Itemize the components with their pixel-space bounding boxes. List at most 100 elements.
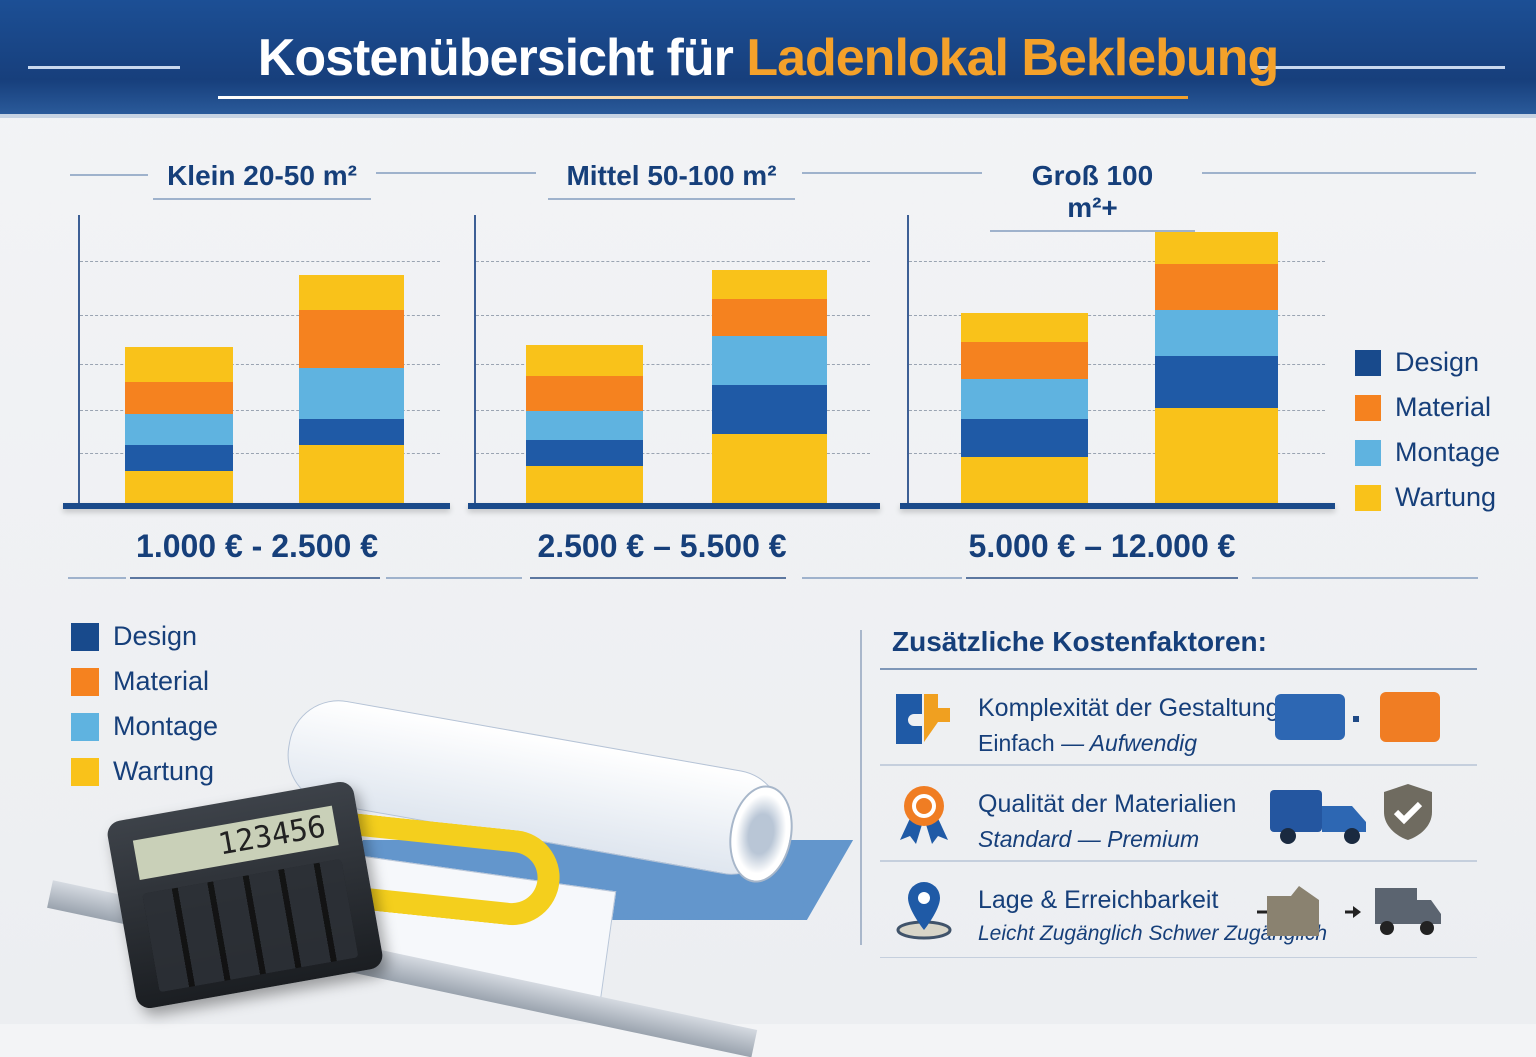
factor-title: Qualität der Materialien [978,790,1237,818]
gridline [80,315,440,316]
legend-item-material: Material [71,659,218,704]
tools-illustration: 123456 [40,692,854,1057]
gridline [909,453,1325,454]
calculator-icon: 123456 [105,779,385,1011]
cost-factors-panel: Zusätzliche Kostenfaktoren: Komplexität … [880,620,1477,958]
y-axis [78,215,80,503]
divider [802,577,962,579]
swatch [1355,349,1381,376]
y-axis [907,215,909,503]
gridline [909,261,1325,262]
scale-from: Standard [978,826,1072,852]
divider [860,630,862,945]
gridline [80,453,440,454]
legend-item-wartung: Wartung [1355,475,1500,520]
swatch [1355,484,1381,511]
swatch [71,757,99,786]
gridline [476,261,870,262]
swatch [71,622,99,651]
x-axis-baseline [63,503,450,509]
scale-to: Premium [1107,826,1200,852]
puzzle-orange-icon [1380,692,1440,742]
award-ribbon-icon [900,786,948,844]
factor-row-quality: Qualität der Materialien Standard — Prem… [880,766,1477,862]
y-axis [474,215,476,503]
bar-segment-wartung [1155,407,1278,503]
puzzle-icon [896,694,950,744]
title-main: Kostenübersicht für [257,29,734,87]
gridline [476,410,870,411]
bar-segment-material [299,310,404,368]
panel-title-mittel: Mittel 50-100 m² [548,160,795,200]
bar-segment-material [712,298,827,336]
factors-title: Zusätzliche Kostenfaktoren: [880,620,1477,670]
divider [130,577,380,579]
bar-segment-wartung [526,344,643,377]
bar-segment-montage [712,335,827,385]
divider [802,172,982,174]
x-axis-baseline [900,503,1335,509]
page-title: Kostenübersicht für Ladenlokal Beklebung [0,28,1536,88]
gridline [476,453,870,454]
swatch [71,667,99,696]
building-to-truck-icon [1257,886,1441,936]
bar-segment-montage [125,413,233,446]
gridline [909,364,1325,365]
bar-segment-design [961,419,1088,457]
bar-segment-wartung [961,312,1088,342]
bar-segment-wartung [1155,232,1278,264]
legend-label: Design [1395,347,1480,377]
bar-segment-montage [526,410,643,440]
gridline [80,364,440,365]
title-accent: Ladenlokal Beklebung [746,29,1279,87]
price-mittel: 2.500 € – 5.500 € [537,528,787,564]
header-banner: Kostenübersicht für Ladenlokal Beklebung [0,0,1536,118]
bar-segment-design [526,439,643,466]
swatch [1355,394,1381,421]
legend-label: Material [1395,392,1492,422]
bar-segment-montage [961,379,1088,420]
divider [966,577,1238,579]
legend-right: Design Material Montage Wartung [1355,340,1500,520]
bar-segment-wartung [712,269,827,299]
shield-check-icon [1384,784,1432,840]
delivery-truck-icon [1270,790,1366,844]
divider [386,577,522,579]
bar-segment-material [125,382,233,414]
gridline [476,315,870,316]
gridline [80,410,440,411]
factor-scale: Standard — Premium [978,826,1199,853]
price-gross: 5.000 € – 12.000 € [968,528,1236,564]
bar-segment-design [125,445,233,472]
title-underline [218,96,1188,99]
scale-from: Einfach [978,730,1055,756]
divider [530,577,786,579]
bar-segment-design [712,384,827,434]
factor-title: Lage & Erreichbarkeit [978,886,1219,914]
scale-sep: — [1061,730,1085,756]
gridline [909,315,1325,316]
legend-item-design: Design [1355,340,1500,385]
x-axis-baseline [468,503,880,509]
header-divider [28,66,180,69]
bar-segment-wartung [712,433,827,503]
factor-title: Komplexität der Gestaltung [978,694,1280,722]
gridline [909,410,1325,411]
bar-segment-material [526,376,643,411]
legend-item-montage: Montage [1355,430,1500,475]
price-klein: 1.000 € - 2.500 € [136,528,378,564]
panel-title-gross: Groß 100 m²+ [990,160,1195,232]
bar-segment-wartung [526,465,643,503]
bar-segment-design [1155,356,1278,408]
bar-segment-wartung [299,275,404,311]
legend-label: Montage [113,711,219,741]
legend-item-material: Material [1355,385,1500,430]
scale-from: Leicht Zugänglich [978,922,1143,945]
bar-segment-wartung [125,347,233,383]
factor-scale: Einfach — Aufwendig [978,730,1197,757]
bar-segment-design [299,419,404,446]
bar-segment-material [1155,263,1278,311]
legend-item-wartung: Wartung [71,749,218,794]
bar-segment-montage [299,367,404,420]
panel-title-klein: Klein 20-50 m² [153,160,371,200]
